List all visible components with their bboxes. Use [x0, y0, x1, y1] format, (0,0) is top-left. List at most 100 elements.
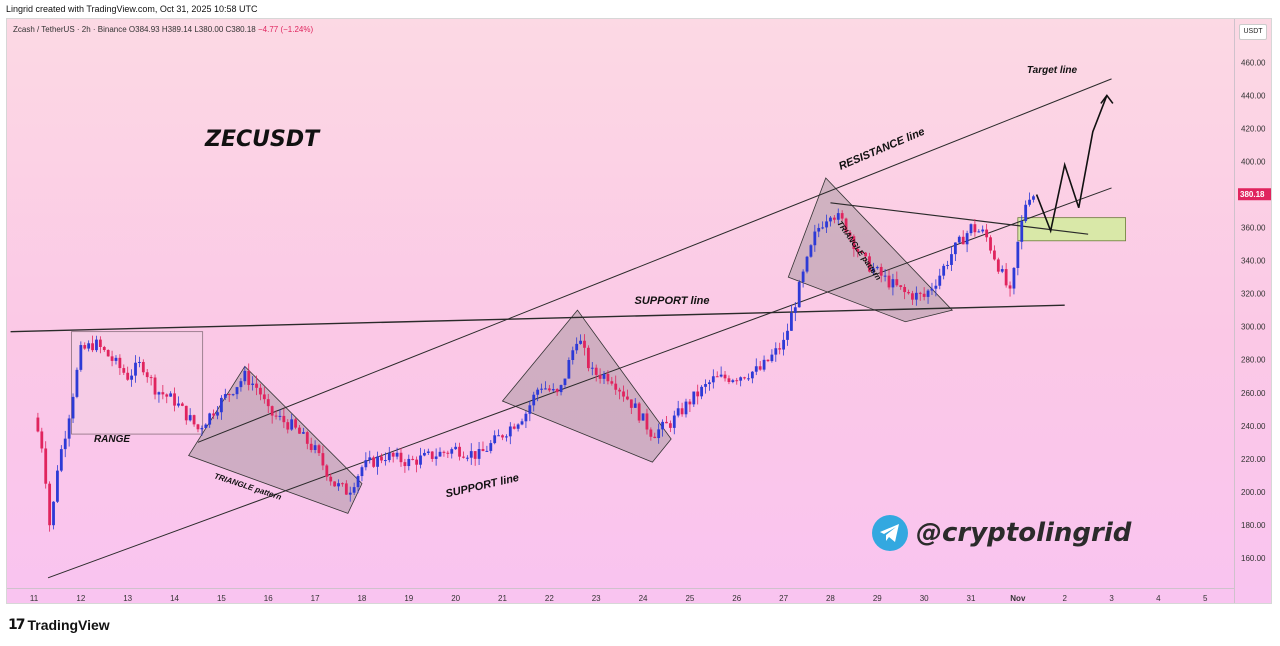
candle-body: [633, 403, 637, 408]
triangle-pattern-3: [787, 177, 954, 323]
candle-body: [516, 424, 520, 429]
y-tick-label: 360.00: [1241, 224, 1266, 233]
candle-body: [477, 449, 481, 459]
candle-body: [672, 415, 676, 428]
candle-body: [184, 405, 188, 421]
candle-body: [657, 429, 661, 439]
candle-body: [1000, 269, 1004, 272]
tradingview-logo[interactable]: 17 TradingView: [8, 617, 110, 633]
candle-body: [715, 376, 719, 378]
candle-body: [649, 429, 653, 437]
candle-body: [895, 279, 899, 286]
candle-body: [934, 285, 938, 289]
candle-body: [352, 487, 356, 493]
x-tick-label: 23: [592, 594, 601, 603]
candle-body: [138, 361, 141, 363]
candle-body: [961, 236, 965, 245]
candle-body: [87, 343, 91, 349]
candle-body: [442, 451, 446, 453]
candle-body: [622, 391, 625, 397]
candle-body: [423, 452, 426, 456]
candle-body: [641, 413, 645, 421]
candle-body: [583, 340, 586, 348]
candle-body: [235, 387, 239, 395]
candle-body: [825, 221, 828, 228]
range-box: [71, 331, 204, 435]
x-tick-label: 20: [451, 594, 460, 603]
chart-panel[interactable]: Zcash / TetherUS · 2h · Binance O384.93 …: [6, 18, 1272, 604]
candle-body: [821, 227, 825, 229]
ohlc-header: Zcash / TetherUS · 2h · Binance O384.93 …: [13, 25, 313, 34]
y-tick-label: 200.00: [1241, 488, 1266, 497]
candle-body: [79, 345, 83, 370]
x-tick-label: 21: [498, 594, 507, 603]
candle-body: [586, 347, 590, 369]
candle-body: [805, 256, 809, 272]
candle-body: [177, 403, 180, 406]
candle-body: [266, 399, 270, 407]
candle-body: [348, 492, 352, 495]
target-label: Target line: [1027, 65, 1078, 76]
candle-body: [790, 312, 793, 331]
candle-body: [430, 451, 434, 459]
candle-body: [661, 421, 664, 430]
triangle-upper-line: [830, 202, 1089, 235]
candle-body: [520, 421, 524, 425]
candle-body: [290, 419, 294, 430]
candle-body: [204, 424, 208, 429]
candle-body: [220, 397, 223, 413]
candle-body: [493, 435, 497, 444]
candle-body: [536, 389, 540, 395]
candle-body: [255, 383, 258, 388]
candle-body: [196, 424, 200, 430]
candle-body: [36, 417, 40, 432]
x-tick-label: Nov: [1010, 594, 1026, 603]
currency-button[interactable]: USDT: [1239, 24, 1267, 40]
candle-body: [114, 357, 118, 361]
candle-body: [40, 431, 44, 449]
candle-body: [48, 483, 52, 526]
candle-body: [356, 476, 360, 488]
candle-body: [134, 362, 137, 376]
candle-body: [173, 393, 176, 406]
y-tick-label: 400.00: [1241, 158, 1266, 167]
candle-body: [149, 377, 153, 379]
candle-body: [223, 394, 227, 398]
candle-body: [922, 293, 926, 297]
candle-body: [551, 389, 555, 391]
candle-body: [793, 307, 797, 313]
candle-body: [809, 245, 813, 257]
candle-body: [875, 266, 879, 269]
candle-body: [469, 451, 473, 458]
candle-body: [610, 381, 614, 384]
close-value: C380.18: [225, 25, 256, 34]
candle-body: [590, 367, 594, 369]
candle-body: [399, 452, 403, 463]
candle-body: [95, 339, 98, 351]
x-tick-label: 14: [170, 594, 179, 603]
y-tick-label: 340.00: [1241, 257, 1266, 266]
candle-body: [778, 348, 782, 350]
x-tick-label: 22: [545, 594, 554, 603]
x-tick-label: 18: [357, 594, 366, 603]
price-axis[interactable]: USDT: [1234, 19, 1271, 603]
candle-body: [313, 445, 317, 451]
candle-body: [555, 389, 559, 393]
time-axis[interactable]: [7, 588, 1235, 589]
candle-body: [83, 345, 87, 349]
candle-body: [579, 340, 582, 344]
candle-body: [98, 339, 102, 347]
candle-body: [754, 366, 758, 372]
candle-body: [372, 457, 376, 467]
candle-body: [212, 413, 215, 416]
telegram-icon: [872, 515, 908, 551]
candle-body: [454, 446, 458, 450]
candle-body: [426, 451, 430, 453]
candle-body: [829, 217, 832, 222]
candle-body: [341, 483, 344, 485]
y-tick-label: 280.00: [1241, 356, 1266, 365]
x-tick-label: 25: [685, 594, 694, 603]
candle-body: [684, 401, 688, 415]
candle-body: [930, 288, 934, 291]
